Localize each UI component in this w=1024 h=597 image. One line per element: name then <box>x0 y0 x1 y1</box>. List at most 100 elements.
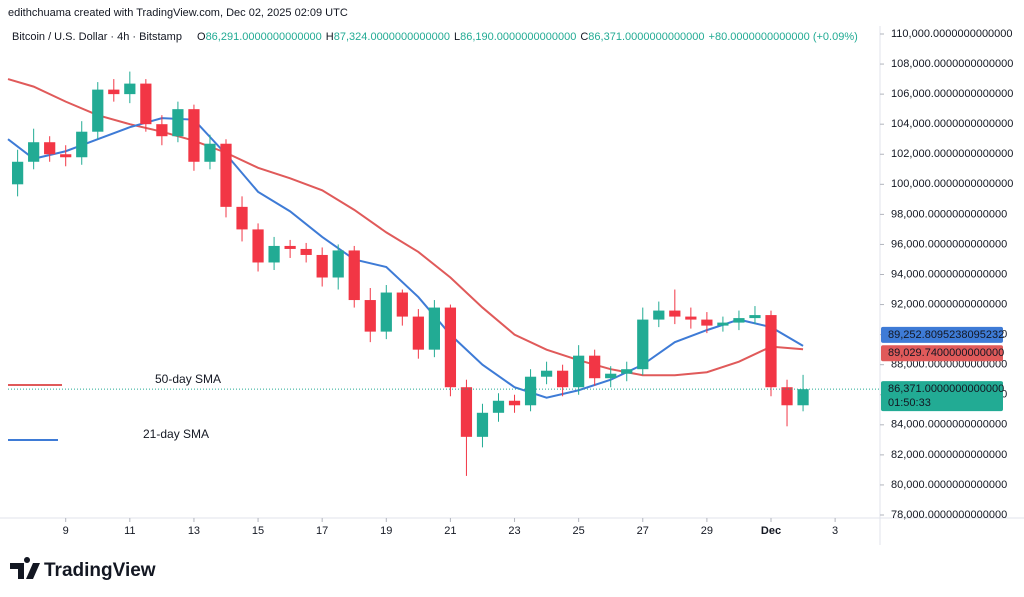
y-tick-label: 92,000.0000000000000 <box>891 298 1007 310</box>
y-tick-label: 100,000.0000000000000 <box>891 178 1013 190</box>
candle-body <box>172 109 184 137</box>
price-tag-label: 89,252.8095238095232 <box>888 329 1004 341</box>
price-tag <box>881 326 1003 343</box>
x-tick-label: 15 <box>252 525 264 537</box>
candle-body <box>476 412 489 437</box>
candle-body <box>508 400 521 406</box>
candle-body <box>573 355 585 388</box>
candle-body <box>492 400 505 413</box>
y-tick-label: 98,000.0000000000000 <box>891 208 1007 220</box>
candle-body <box>765 315 777 388</box>
readout-key: L <box>454 31 460 43</box>
candle-body <box>332 250 344 278</box>
brand-logo <box>10 557 40 579</box>
legend-label: 21-day SMA <box>143 427 209 441</box>
x-tick-label: 13 <box>188 525 200 537</box>
candle-body <box>140 83 152 125</box>
brand: TradingView <box>10 557 156 581</box>
readout-value: 87,324.0000000000000 <box>334 31 450 43</box>
candle-body <box>428 307 440 350</box>
countdown: 01:50:33 <box>888 397 931 409</box>
candle-body <box>284 245 296 249</box>
candle-body <box>637 319 649 370</box>
x-tick-label: 27 <box>637 525 649 537</box>
price-tag-label: 86,371.0000000000000 <box>888 383 1004 395</box>
candle-body <box>797 389 809 406</box>
readout-key: O <box>197 31 206 43</box>
y-tick-label: 110,000.0000000000000 <box>891 28 1013 40</box>
plot-area <box>7 71 809 476</box>
candle-body <box>717 322 729 326</box>
y-tick-label: 94,000.0000000000000 <box>891 268 1007 280</box>
brand-name: TradingView <box>44 560 156 581</box>
y-tick-label: 78,000.0000000000000 <box>891 509 1007 521</box>
y-tick-label: 82,000.0000000000000 <box>891 449 1007 461</box>
candle-body <box>380 292 392 332</box>
sma-line <box>7 78 804 377</box>
y-tick-label: 84,000.0000000000000 <box>891 419 1007 431</box>
candle-body <box>60 154 72 158</box>
y-tick-label: 104,000.0000000000000 <box>891 118 1013 130</box>
candle-body <box>364 300 376 332</box>
candle-body <box>669 310 681 317</box>
y-tick-label: 88,000.0000000000000 <box>891 359 1007 371</box>
candle-body <box>92 89 104 132</box>
candle-body <box>540 370 553 377</box>
candle-body <box>524 376 537 406</box>
candle-body <box>412 316 424 350</box>
candle-body <box>653 310 665 320</box>
y-tick-label: 80,000.0000000000000 <box>891 479 1007 491</box>
x-tick-label: 21 <box>444 525 456 537</box>
x-tick-label: 25 <box>573 525 585 537</box>
candle-body <box>108 89 120 95</box>
readout-text: O86,291.0000000000000 H87,324.00000000000… <box>197 31 858 43</box>
ohlc-readout: O86,291.0000000000000 H87,324.00000000000… <box>197 31 858 43</box>
readout-key: H <box>326 31 334 43</box>
x-tick-label: 11 <box>124 525 135 537</box>
candle-body <box>252 229 264 263</box>
candle-body <box>156 124 168 137</box>
x-tick-label: 23 <box>508 525 520 537</box>
y-tick-label: 102,000.0000000000000 <box>891 148 1013 160</box>
y-tick-label: 96,000.0000000000000 <box>891 238 1007 250</box>
candle-body <box>316 254 328 278</box>
candle-body <box>733 318 745 323</box>
candle-body <box>749 315 761 319</box>
candle-body <box>460 387 473 437</box>
chart-title: Bitcoin / U.S. Dollar · 4h · Bitstamp <box>12 31 182 43</box>
readout-key: C <box>580 31 588 43</box>
candle-body <box>685 316 697 320</box>
candle-body <box>557 370 569 388</box>
x-tick-label: 17 <box>316 525 328 537</box>
candle-body <box>220 143 232 207</box>
attribution: edithchuama created with TradingView.com… <box>8 7 348 19</box>
legend-label: 50-day SMA <box>155 372 221 386</box>
x-tick-label: 19 <box>380 525 392 537</box>
y-tick-label: 108,000.0000000000000 <box>891 58 1013 70</box>
candle-body <box>236 206 248 230</box>
candle-body <box>28 142 40 162</box>
readout-value: 86,190.0000000000000 <box>460 31 576 43</box>
sma-line <box>7 117 804 399</box>
price-tag <box>881 381 1003 412</box>
x-tick-label: 9 <box>63 525 69 537</box>
candle-body <box>444 307 457 388</box>
price-tag <box>881 345 1003 362</box>
readout-change: +80.0000000000000 (+0.09%) <box>709 31 858 43</box>
candle-body <box>188 109 200 162</box>
readout-value: 86,291.0000000000000 <box>206 31 322 43</box>
price-tag-label: 89,029.7400000000000 <box>888 347 1004 359</box>
x-tick-label: Dec <box>761 525 781 537</box>
candle-body <box>589 355 601 379</box>
candle-body <box>396 292 408 317</box>
candle-body <box>76 131 88 158</box>
candle-body <box>701 319 713 326</box>
candle-body <box>781 387 793 406</box>
x-tick-label: 29 <box>701 525 713 537</box>
candle-body <box>204 143 216 162</box>
candle-body <box>300 248 312 255</box>
candle-body <box>348 250 360 301</box>
